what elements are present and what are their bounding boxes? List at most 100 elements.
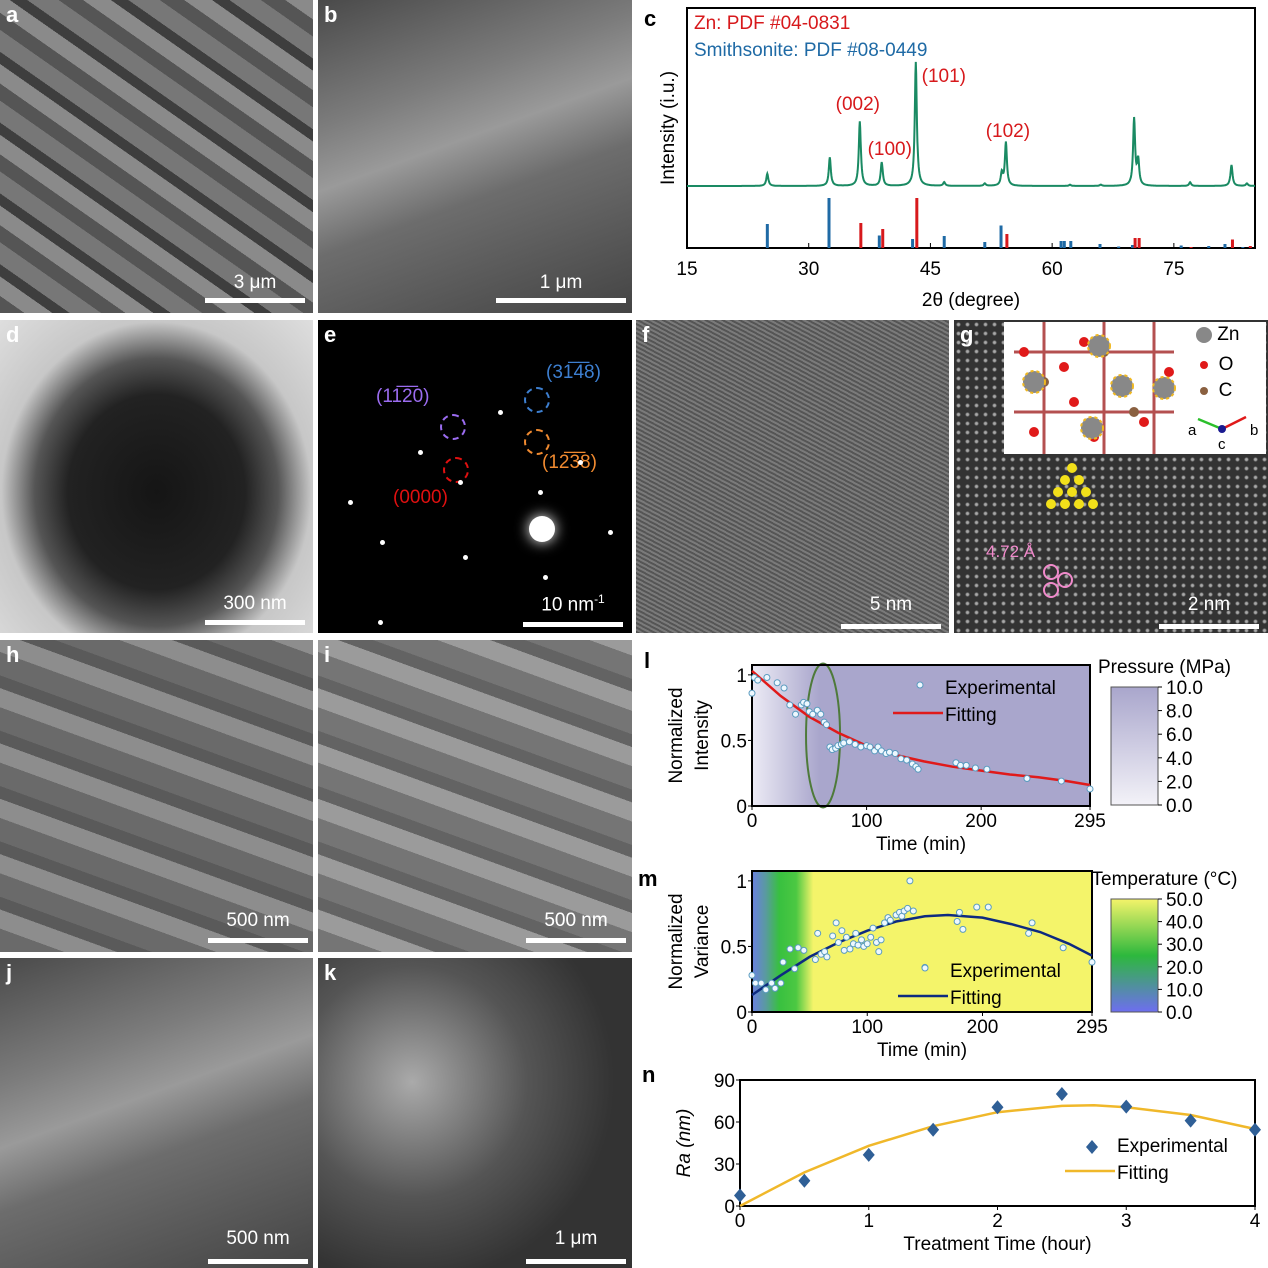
experimental-point <box>846 945 854 953</box>
experimental-point <box>762 986 770 994</box>
experimental-point <box>757 979 765 987</box>
axis-c-label: c <box>1218 436 1226 452</box>
panel-i-sem-image: i 500 nm <box>318 640 632 952</box>
experimental-point <box>817 710 825 718</box>
x-tick-label: 0 <box>747 1017 758 1038</box>
scale-bar-label: 3 μm <box>233 272 277 293</box>
experimental-point <box>1057 777 1065 785</box>
experimental-point <box>751 979 759 987</box>
crystal-structure-inset: Zn O C a b c <box>1004 322 1266 454</box>
experimental-point <box>1028 919 1036 927</box>
legend-label-fitting: Fitting <box>1117 1163 1169 1184</box>
experimental-point <box>1249 1122 1261 1137</box>
x-tick-label: 45 <box>920 259 941 280</box>
panel-a-sem-image: a 3 μm <box>0 0 313 313</box>
c-atom-icon <box>1200 386 1208 395</box>
x-tick-label: 3 <box>1121 1211 1132 1232</box>
colorbar <box>1110 686 1159 806</box>
experimental-point <box>1059 944 1067 952</box>
diffraction-spot <box>498 410 503 415</box>
x-tick-label: 0 <box>735 1211 746 1232</box>
experimental-point <box>852 929 860 937</box>
y-tick-label: 0 <box>736 1003 747 1024</box>
scale-bar-label: 10 nm-1 <box>523 592 623 616</box>
experimental-point <box>843 933 851 941</box>
xrd-pattern-line <box>687 61 1255 187</box>
fitting-line <box>751 913 1093 997</box>
x-axis-label: Time (min) <box>877 1040 967 1060</box>
y-tick-label: 1 <box>736 872 747 893</box>
scale-bar <box>208 1259 308 1264</box>
x-tick-label: 200 <box>965 811 997 832</box>
legend-c: C <box>1200 380 1232 402</box>
legend-label: O <box>1218 354 1234 375</box>
experimental-point <box>763 673 771 681</box>
legend-marker-experimental <box>916 681 924 689</box>
peak-label: (100) <box>868 139 912 160</box>
x-tick-label: 200 <box>967 1017 999 1038</box>
experimental-point <box>903 756 911 764</box>
y-tick-label: 60 <box>714 1113 735 1134</box>
colorbar-tick-label: 6.0 <box>1166 725 1192 746</box>
x-axis-label: 2θ (degree) <box>922 290 1020 311</box>
experimental-point <box>953 918 961 926</box>
legend-label-experimental: Experimental <box>950 961 1061 982</box>
scale-bar <box>205 298 305 303</box>
diffraction-spot <box>378 620 383 625</box>
zn-atom-icon <box>1196 326 1212 343</box>
experimental-point <box>863 940 871 948</box>
y-tick-label: 0 <box>736 797 747 818</box>
experimental-point <box>794 944 802 952</box>
y-axis-label: Normalized <box>666 687 687 783</box>
x-tick-label: 15 <box>676 259 697 280</box>
temperature-background <box>752 871 1092 1012</box>
panel-label: h <box>6 642 20 667</box>
experimental-point <box>803 700 811 708</box>
x-axis-label: Time (min) <box>876 834 966 855</box>
scale-bar-label: 500 nm <box>544 910 608 931</box>
legend-marker-experimental <box>1086 1140 1098 1154</box>
x-axis-label: Treatment Time (hour) <box>903 1234 1091 1255</box>
legend-label: C <box>1218 380 1233 401</box>
ring-31-48 <box>524 387 550 413</box>
experimental-point <box>904 904 912 912</box>
experimental-point <box>983 765 991 773</box>
scale-bar-label: 500 nm <box>226 910 290 931</box>
panel-label: b <box>324 2 338 27</box>
experimental-point <box>1184 1113 1197 1128</box>
diffraction-spot <box>543 575 548 580</box>
experimental-point <box>834 939 842 947</box>
experimental-point <box>823 953 831 961</box>
peak-label: (102) <box>986 121 1030 142</box>
experimental-point <box>877 936 885 944</box>
experimental-point <box>1055 1087 1068 1101</box>
experimental-point <box>822 721 830 729</box>
experimental-point <box>875 948 883 956</box>
colorbar <box>1110 898 1159 1013</box>
experimental-point <box>955 908 963 916</box>
experimental-point <box>881 919 889 927</box>
scale-bar-label: 2 nm <box>1187 594 1231 615</box>
experimental-point <box>814 929 822 937</box>
x-tick-label: 30 <box>798 259 819 280</box>
experimental-point <box>777 979 785 987</box>
colorbar-tick-label: 30.0 <box>1166 935 1203 956</box>
experimental-point <box>909 907 917 915</box>
experimental-point <box>768 979 776 987</box>
experimental-point <box>829 932 837 940</box>
scale-bar-label: 500 nm <box>226 1228 290 1249</box>
colorbar-tick-label: 50.0 <box>1166 890 1203 911</box>
fitting-line <box>751 669 1091 787</box>
experimental-point <box>851 740 859 748</box>
experimental-point <box>866 743 874 751</box>
legend-label-experimental: Experimental <box>945 678 1056 699</box>
x-tick-label: 0 <box>747 811 758 832</box>
experimental-point <box>971 764 979 772</box>
panel-j-sem-image: j 500 nm <box>0 958 313 1268</box>
colorbar-tick-label: 40.0 <box>1166 913 1203 934</box>
y-tick-label: 30 <box>714 1155 735 1176</box>
experimental-point <box>780 684 788 692</box>
ring-12-38 <box>524 429 550 455</box>
ring-0000 <box>443 457 469 483</box>
panel-label: n <box>642 1062 656 1087</box>
